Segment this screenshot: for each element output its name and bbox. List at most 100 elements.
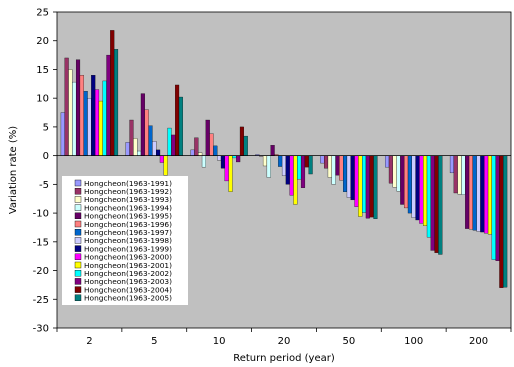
bar (190, 149, 195, 156)
y-tick-label: 10 (36, 94, 49, 105)
y-axis-title: Variation rate (%) (8, 126, 19, 214)
bar (68, 69, 73, 156)
y-tick-label: -15 (33, 237, 49, 248)
bar (343, 155, 348, 192)
bar (110, 30, 115, 156)
bar (113, 49, 119, 156)
bar (369, 155, 374, 218)
legend-label: Hongcheon(1963-1994) (84, 203, 172, 212)
bar (148, 125, 153, 156)
bar (484, 155, 489, 234)
bar (457, 155, 462, 195)
bar (487, 155, 493, 235)
bar (224, 155, 229, 182)
bar (304, 155, 309, 168)
bar (449, 155, 455, 174)
x-tick-label: 20 (278, 336, 291, 347)
bar (159, 155, 164, 163)
legend-label: Hongcheon(1963-1996) (84, 220, 172, 229)
bar (129, 119, 134, 156)
bar (293, 155, 298, 205)
bar (396, 155, 401, 192)
bars (60, 30, 508, 288)
bar (64, 57, 69, 156)
bar (430, 155, 435, 251)
x-axis: 2 5 10 20 50 100 200 (56, 328, 512, 347)
bar (201, 155, 206, 168)
bar (491, 155, 496, 260)
y-tick-label: -10 (33, 209, 49, 220)
bar (324, 155, 329, 169)
bar (243, 135, 248, 156)
legend-label: Hongcheon(1963-2001) (84, 261, 172, 270)
bar (167, 127, 172, 156)
bar (98, 100, 103, 156)
legend-swatch (74, 286, 82, 293)
bar (300, 155, 306, 188)
bar (426, 155, 431, 238)
y-tick-label: -5 (39, 180, 49, 191)
legend-swatch (74, 228, 82, 236)
bar (465, 155, 470, 229)
y-tick-label: 20 (36, 36, 49, 47)
bar (220, 155, 225, 169)
bar (171, 134, 176, 156)
bar (163, 155, 168, 176)
x-tick-label: 5 (151, 336, 157, 347)
bar (239, 126, 244, 156)
x-tick-label: 200 (469, 336, 488, 347)
bar (419, 155, 424, 224)
legend-swatch (74, 196, 82, 203)
bar (270, 145, 275, 156)
legend-label: Hongcheon(1963-1992) (84, 187, 172, 196)
bar (94, 89, 100, 156)
legend-label: Hongcheon(1963-2004) (84, 285, 172, 294)
bar (503, 155, 508, 288)
bar (217, 155, 222, 161)
bar (346, 155, 351, 198)
legend-label: Hongcheon(1963-2000) (84, 253, 172, 262)
bar (152, 141, 157, 156)
legend-swatch (74, 237, 82, 244)
y-tick-label: -20 (33, 266, 49, 277)
legend-label: Hongcheon(1963-1997) (84, 228, 172, 237)
y-tick-label: 25 (36, 8, 49, 19)
bar (350, 155, 355, 201)
bar (140, 93, 145, 156)
bar (331, 155, 336, 185)
y-axis: 25 20 15 10 5 0 -5 -10 -15 -20 -25 -30 (33, 8, 57, 335)
bar (278, 155, 283, 167)
bar (91, 75, 96, 156)
x-tick-label: 100 (404, 336, 423, 347)
legend-swatch (74, 204, 82, 211)
bar (388, 155, 393, 184)
bar (308, 155, 313, 175)
bar (385, 155, 390, 168)
bar (373, 155, 378, 219)
bar (453, 155, 458, 194)
bar (468, 155, 474, 230)
bar (358, 155, 363, 217)
legend-swatch (74, 253, 82, 261)
x-tick-label: 10 (213, 336, 226, 347)
legend-swatch (74, 187, 82, 195)
bar (461, 155, 466, 195)
bar (213, 145, 218, 156)
bar (472, 155, 477, 231)
bar (438, 155, 443, 255)
bar (194, 137, 199, 156)
legend-swatch (74, 270, 82, 277)
bar (60, 112, 65, 156)
bar (407, 155, 412, 214)
bar (339, 155, 344, 181)
bar (297, 155, 302, 180)
y-tick-label: 0 (43, 151, 49, 162)
bar (75, 59, 81, 156)
legend-label: Hongcheon(1963-1995) (84, 212, 172, 221)
legend-swatch (74, 212, 82, 220)
legend-label: Hongcheon(1963-2003) (84, 277, 172, 286)
legend-swatch (74, 179, 82, 187)
legend-swatch (74, 261, 82, 269)
bar (133, 138, 138, 156)
